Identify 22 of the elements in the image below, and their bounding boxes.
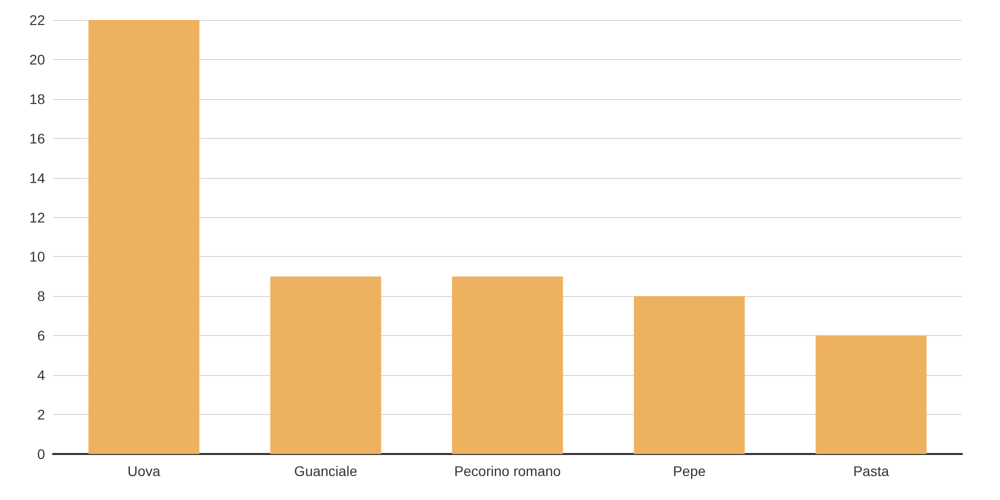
y-tick-label: 6 xyxy=(37,328,46,344)
bar xyxy=(634,296,745,454)
y-tick-label: 18 xyxy=(29,90,46,107)
bar xyxy=(88,20,200,454)
y-tick-label: 4 xyxy=(37,367,46,384)
x-tick-label: Pecorino romano xyxy=(454,463,562,479)
y-tick-label: 14 xyxy=(29,170,46,186)
bar xyxy=(816,336,927,454)
bar xyxy=(452,276,563,454)
y-tick-label: 20 xyxy=(29,51,46,68)
x-tick-label: Uova xyxy=(128,463,160,479)
y-tick-label: 10 xyxy=(29,248,46,265)
y-tick-label: 16 xyxy=(29,130,46,146)
y-tick-label: 2 xyxy=(37,406,46,423)
y-tick-label: 8 xyxy=(37,288,46,304)
y-tick-label: 22 xyxy=(29,12,46,28)
x-tick-label: Guanciale xyxy=(294,463,358,479)
x-tick-label: Pepe xyxy=(672,463,706,479)
y-tick-label: 12 xyxy=(29,209,46,226)
bar xyxy=(270,276,382,454)
x-tick-label: Pasta xyxy=(853,463,890,479)
y-tick-label: 0 xyxy=(37,446,46,462)
